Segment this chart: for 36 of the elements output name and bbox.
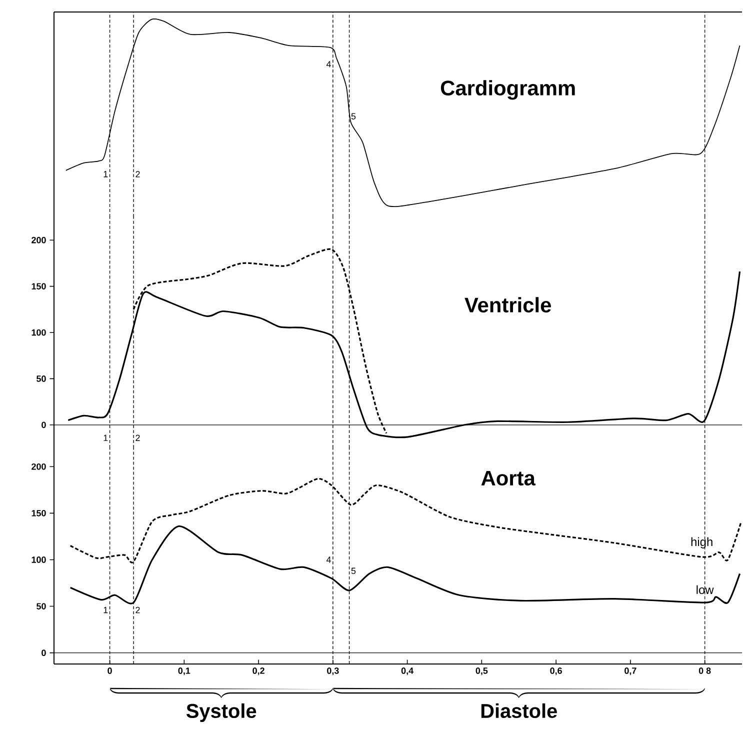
series-label: high xyxy=(691,537,712,548)
x-tick-label: 0,5 xyxy=(476,668,488,676)
x-tick-label: 0,2 xyxy=(252,668,264,676)
x-tick-label: 0,4 xyxy=(401,668,414,676)
x-tick-label: 0 xyxy=(108,668,112,674)
y-tick-label: 50 xyxy=(36,376,46,382)
y-tick-label: 200 xyxy=(32,463,46,470)
annotation: 2 xyxy=(136,606,140,614)
annotation: 1 xyxy=(104,606,108,614)
annotation: 4 xyxy=(326,61,331,68)
annotation: 2 xyxy=(136,171,140,178)
y-tick-label: 150 xyxy=(32,283,46,290)
annotation: 1 xyxy=(104,434,108,441)
annotation: 4 xyxy=(326,556,331,563)
x-tick-label: 0,7 xyxy=(624,668,636,676)
annotation: 5 xyxy=(351,113,356,120)
text: Ventricle xyxy=(464,297,551,312)
y-tick-label: 100 xyxy=(32,329,46,336)
text: Aorta xyxy=(481,470,536,486)
y-tick-label: 150 xyxy=(32,510,46,516)
y-tick-label: 200 xyxy=(32,236,46,244)
annotation: 1 xyxy=(104,171,108,178)
text: Systole xyxy=(186,703,256,722)
annotation: 2 xyxy=(136,434,140,441)
y-tick-label: 0 xyxy=(42,650,46,656)
y-tick-label: 50 xyxy=(36,603,46,610)
series-label: low xyxy=(696,585,714,594)
x-tick-label: 0 8 xyxy=(698,668,711,674)
text: Diastole xyxy=(481,703,557,718)
x-tick-label: 0,6 xyxy=(550,668,562,676)
x-tick-label: 0,3 xyxy=(327,668,339,676)
annotation: 5 xyxy=(351,568,356,574)
y-tick-label: 0 xyxy=(42,422,46,428)
text: Cardiogramm xyxy=(440,80,575,100)
x-tick-label: 0,1 xyxy=(178,668,190,676)
y-tick-label: 100 xyxy=(32,556,46,563)
